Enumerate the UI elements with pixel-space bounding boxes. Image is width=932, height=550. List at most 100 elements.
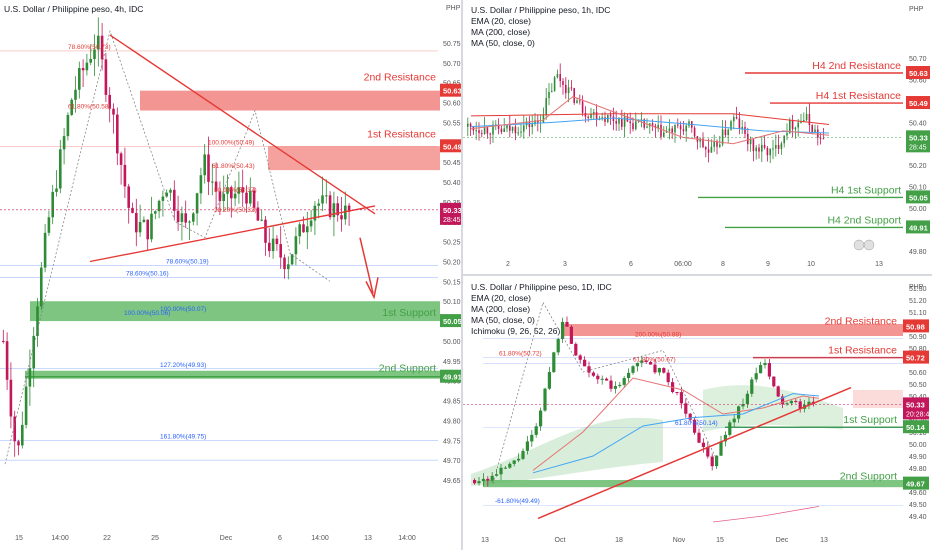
ohlc-1h-candle [797,122,799,128]
ohlc-1d-candle [547,372,551,389]
ohlc-4h-candle [332,203,336,218]
ohlc-1h-candle [679,125,682,130]
y-tick-label: 50.20 [443,260,461,267]
x-tick-label: Nov [673,537,686,544]
ohlc-4h-candle [188,221,191,223]
chart-1h-indicator-ema[interactable]: EMA (20, close) [471,16,531,26]
ohlc-1d-candle [666,372,670,383]
x-tick-label: 15 [15,535,23,542]
ohlc-1h-candle [805,113,808,121]
ohlc-1h-candle [534,120,536,125]
ohlc-1d-candle [543,388,547,411]
ohlc-4h-candle [40,267,43,307]
ohlc-1h-candle [475,130,477,132]
ohlc-4h-candle [192,213,195,222]
x-tick-label: 15 [716,537,724,544]
y-tick-label: 50.00 [909,206,927,213]
y-tick-label: 50.50 [909,382,927,389]
ohlc-1h-candle [506,125,508,129]
ma200-line [712,506,820,523]
h4-support2-label: H4 2nd Support [827,214,901,226]
ohlc-1d-candle [534,426,538,435]
ohlc-4h-candle [81,68,85,71]
ohlc-4h-candle [313,205,317,221]
ohlc-1h-candle [783,135,785,144]
chart-1d-indicator-ichimoku[interactable]: Ichimoku (9, 26, 52, 26) [471,326,561,336]
ohlc-4h-candle [298,224,301,237]
ohlc-1h-candle [467,123,469,127]
ohlc-4h-candle [203,154,206,176]
ohlc-4h-candle [344,205,347,220]
panel-divider-vertical[interactable] [461,0,463,550]
ohlc-4h-candle [268,242,271,252]
ohlc-1h-candle [791,120,794,130]
support1-price-tag: 50.05 [443,317,461,326]
panel-divider-horizontal[interactable] [463,274,932,276]
ohlc-1h-candle [492,124,494,135]
ohlc-1h-candle [523,125,525,132]
chart-1d-indicator-ema[interactable]: EMA (20, close) [471,293,531,303]
ohlc-4h-candle [127,186,130,208]
forecast-arrow [359,237,374,294]
chart-1h-indicator-ma50[interactable]: MA (50, close, 0) [471,38,535,48]
ohlc-1h-candle [593,112,595,114]
ohlc-4h-candle [146,219,149,240]
ohlc-4h-candle [245,192,248,204]
ohlc-1h-candle [693,127,696,137]
ohlc-1h-candle [604,117,606,122]
ohlc-1d-candle [657,368,661,373]
chart-1d-panel[interactable]: U.S. Dollar / Philippine peso, 1D, IDC E… [463,276,932,550]
ohlc-4h-candle [138,222,142,233]
ohlc-4h-candle [93,49,96,60]
ohlc-1d-candle [776,386,780,397]
ohlc-1h-candle [481,133,483,135]
fib-zigzag [492,301,719,484]
ohlc-1h-candle [730,121,732,130]
y-tick-label: 49.75 [443,438,461,445]
chart-1d-svg[interactable]: 51.3051.2051.1051.0050.9050.8050.7050.60… [463,276,932,550]
ohlc-1h-candle [817,129,819,138]
ohlc-4h-candle [108,94,111,109]
y-tick-label: 49.80 [909,466,927,473]
ohlc-1h-candle [775,145,777,149]
fib-label: 78.60%(50.16) [126,270,169,277]
ohlc-1d-candle [706,447,710,457]
y-tick-label: 49.85 [443,399,461,406]
ohlc-1d-candle [693,419,697,433]
chart-1h-indicator-ma200[interactable]: MA (200, close) [471,27,531,37]
y-tick-label: 51.20 [909,298,927,305]
chart-1d-indicator-ma200[interactable]: MA (200, close) [471,304,531,314]
ohlc-1h-candle [579,100,581,102]
chart-1h-svg[interactable]: 50.7050.6050.5050.4050.3050.2050.1050.00… [463,0,932,274]
ichimoku-cloud-future [853,390,903,408]
ohlc-1h-candle [780,143,783,149]
ohlc-1d-candle [613,386,617,389]
y-tick-label: 50.40 [909,120,927,127]
chart-4h-panel[interactable]: U.S. Dollar / Philippine peso, 4h, IDC P… [0,0,461,550]
x-tick-label: 13 [875,261,883,268]
ohlc-4h-candle [13,416,16,442]
ohlc-1d-candle [640,360,644,363]
ohlc-4h-candle [74,89,77,100]
current-price-tag: 50.33 [909,133,928,142]
fib-label: 161.80%(49.75) [160,433,206,440]
chart-1d-indicator-ma50[interactable]: MA (50, close, 0) [471,315,535,325]
fib-label: 100.00%(50.06) [124,310,170,317]
x-tick-label: 06:00 [674,261,692,268]
support2-price-tag: 49.91 [443,373,461,382]
chart-4h-svg[interactable]: 50.7550.7050.6550.6050.5550.5050.4550.40… [0,0,461,550]
ohlc-4h-candle [184,213,187,223]
support2-zone [483,480,903,488]
chart-1h-currency: PHP [909,6,924,13]
x-tick-label: 13 [481,537,489,544]
ohlc-1d-candle [772,376,776,387]
ohlc-1h-candle [663,132,665,137]
ohlc-1d-candle [521,450,525,459]
ohlc-1h-candle [514,126,517,134]
y-tick-label: 50.00 [909,442,927,449]
ema20-line [532,377,820,471]
ohlc-1h-candle [657,124,659,128]
chart-1h-panel[interactable]: U.S. Dollar / Philippine peso, 1h, IDC E… [463,0,932,274]
fib-label: 78.60%(50.73) [68,44,111,51]
fib-label: 78.60%(50.19) [166,258,209,265]
